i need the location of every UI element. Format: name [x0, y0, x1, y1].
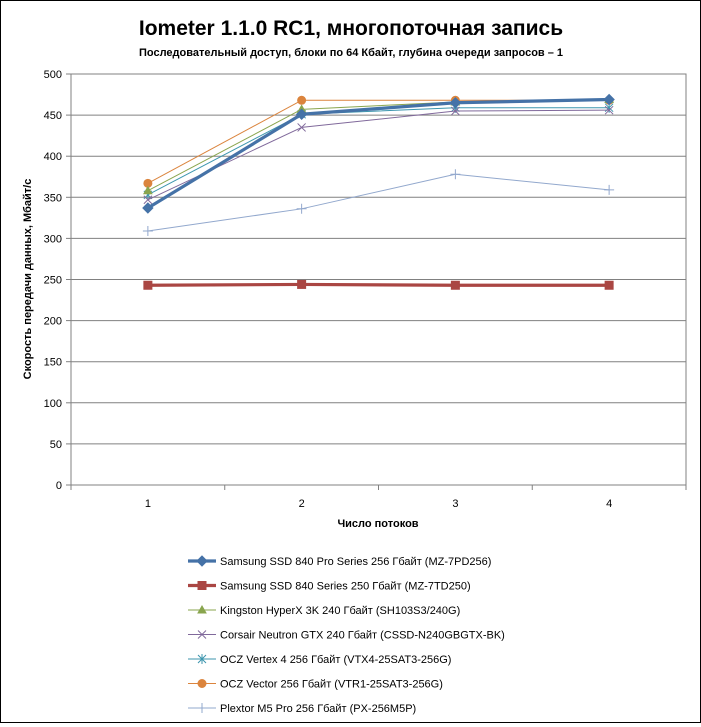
data-point [142, 202, 154, 214]
grid [71, 73, 686, 445]
legend-entry: Corsair Neutron GTX 240 Гбайт (CSSD-N240… [188, 630, 505, 642]
series-1 [142, 93, 615, 214]
legend-label: Kingston HyperX 3K 240 Гбайт (SH103S3/24… [220, 605, 460, 617]
data-point [295, 108, 308, 120]
data-point [451, 106, 460, 116]
data-point [143, 280, 153, 290]
series-7 [142, 169, 615, 237]
series-line [147, 282, 610, 287]
y-tick-label: 450 [44, 110, 62, 122]
data-point [143, 195, 153, 205]
series-lines [142, 93, 615, 290]
y-tick-label: 250 [44, 275, 62, 287]
legend: Samsung SSD 840 Pro Series 256 Гбайт (MZ… [188, 555, 505, 715]
data-point [142, 226, 153, 237]
data-point [297, 279, 307, 289]
legend-label: Samsung SSD 840 Series 250 Гбайт (MZ-7TD… [220, 581, 471, 593]
legend-label: OCZ Vector 256 Гбайт (VTR1-25SAT3-256G) [220, 679, 443, 691]
series-4 [143, 105, 614, 205]
legend-marker [197, 654, 207, 664]
y-axis-label: Скорость передачи данных, Мбайт/с [22, 179, 34, 380]
legend-entry: Samsung SSD 840 Series 250 Гбайт (MZ-7TD… [188, 581, 471, 593]
legend-label: Plextor M5 Pro 256 Гбайт (PX-256M5P) [220, 703, 416, 715]
legend-marker [197, 604, 207, 614]
y-tick-label: 300 [44, 233, 62, 245]
y-tick-label: 350 [44, 192, 62, 204]
series-line [147, 97, 610, 210]
legend-label: Corsair Neutron GTX 240 Гбайт (CSSD-N240… [220, 630, 505, 642]
y-tick-label: 150 [44, 357, 62, 369]
legend-entry: Plextor M5 Pro 256 Гбайт (PX-256M5P) [188, 703, 416, 715]
x-tick-label: 1 [145, 498, 151, 510]
y-tick-label: 0 [56, 480, 62, 492]
data-point [603, 93, 615, 106]
legend-marker [196, 555, 208, 567]
data-point [449, 97, 462, 109]
x-tick-label: 4 [606, 498, 612, 510]
x-axis-ticks: 1 2 3 4 [70, 485, 687, 510]
series-5 [143, 102, 614, 200]
legend-label: OCZ Vertex 4 256 Гбайт (VTX4-25SAT3-256G… [220, 654, 451, 666]
data-point [143, 185, 153, 195]
data-point [297, 123, 306, 132]
series-line [147, 98, 610, 192]
data-point [297, 95, 307, 105]
legend-entry: OCZ Vertex 4 256 Гбайт (VTX4-25SAT3-256G… [188, 654, 451, 666]
series-line [147, 109, 610, 201]
y-tick-label: 400 [44, 151, 62, 163]
legend-entry: OCZ Vector 256 Гбайт (VTR1-25SAT3-256G) [188, 679, 443, 691]
series-line [147, 107, 610, 196]
y-tick-label: 200 [44, 316, 62, 328]
legend-entry: Samsung SSD 840 Pro Series 256 Гбайт (MZ… [188, 555, 491, 568]
data-point [296, 203, 307, 214]
legend-entry: Kingston HyperX 3K 240 Гбайт (SH103S3/24… [188, 604, 460, 617]
chart-subtitle: Последовательный доступ, блоки по 64 Кба… [139, 47, 563, 59]
data-point [450, 280, 460, 290]
legend-marker [197, 630, 207, 639]
data-point [604, 280, 614, 290]
chart-title: Iometer 1.1.0 RC1, многопоточная запись [139, 17, 563, 40]
legend-marker [197, 679, 207, 688]
y-axis-ticks: 0 50 100 150 200 250 300 350 400 450 500 [44, 69, 71, 492]
x-tick-label: 3 [452, 498, 458, 510]
x-axis-label: Число потоков [337, 518, 418, 530]
y-tick-label: 50 [50, 439, 62, 451]
y-tick-label: 500 [44, 69, 62, 81]
legend-marker [197, 581, 207, 590]
legend-marker [197, 703, 207, 713]
data-point [450, 169, 461, 180]
series-2 [143, 279, 614, 290]
y-tick-label: 100 [44, 398, 62, 410]
series-line [147, 99, 610, 184]
legend-label: Samsung SSD 840 Pro Series 256 Гбайт (MZ… [220, 556, 491, 568]
data-point [604, 184, 615, 195]
x-tick-label: 2 [299, 498, 305, 510]
series-line [147, 173, 610, 232]
data-point [604, 105, 614, 115]
